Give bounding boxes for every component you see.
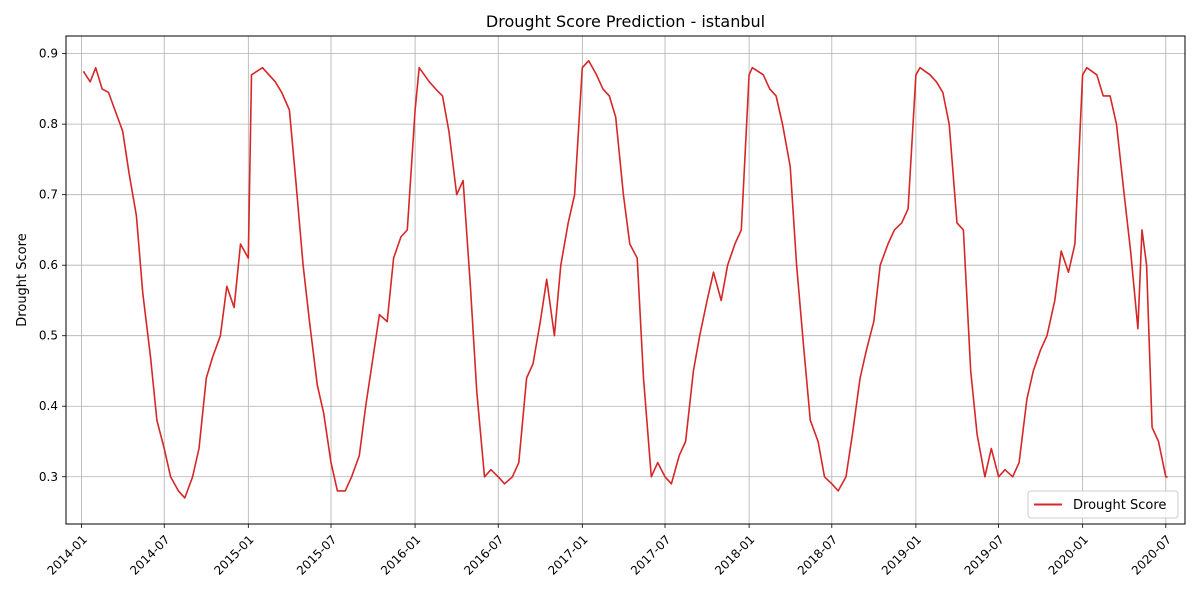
legend-label: Drought Score [1073,498,1166,513]
y-tick-label: 0.9 [39,47,58,61]
y-tick-label: 0.7 [39,188,58,202]
plot-area-frame [65,35,1186,525]
y-axis: 0.3 0.4 0.5 0.6 0.7 0.8 0.9 [39,47,66,484]
y-tick-label: 0.8 [39,117,58,131]
legend-box [1027,490,1179,519]
y-tick-label: 0.5 [39,329,58,343]
drought-score-line [82,59,1168,499]
legend: Drought Score [1027,490,1179,519]
grid-lines [66,36,1185,524]
y-tick-label: 0.3 [39,470,58,484]
y-tick-label: 0.6 [39,258,58,272]
y-axis-label: Drought Score [15,233,30,326]
chart-title: Drought Score Prediction - istanbul [486,12,765,31]
y-tick-label: 0.4 [39,399,58,413]
